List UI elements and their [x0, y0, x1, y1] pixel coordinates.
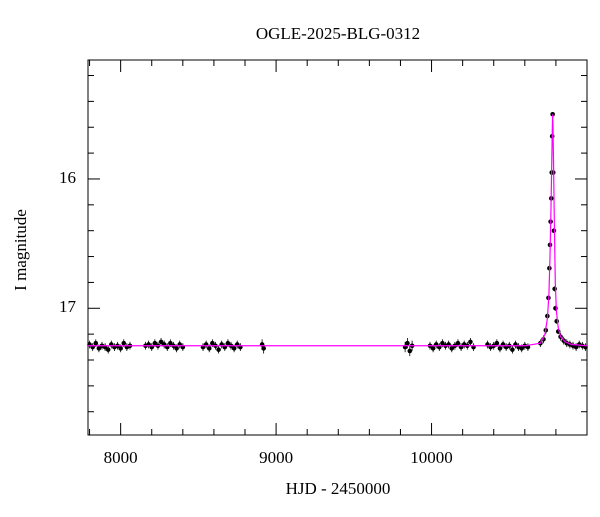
- data-point: [494, 340, 500, 346]
- y-tick-label: 17: [59, 297, 77, 316]
- data-point: [552, 286, 557, 292]
- model-curve: [88, 114, 588, 347]
- data-point: [430, 346, 436, 351]
- x-axis-label: HJD - 2450000: [286, 479, 391, 498]
- data-point: [174, 346, 179, 351]
- data-point: [121, 340, 127, 346]
- data-point: [105, 347, 111, 352]
- data-point: [261, 346, 266, 351]
- plot-frame: [87, 59, 588, 436]
- data-point: [152, 340, 158, 346]
- data-point: [407, 348, 413, 354]
- data-point: [168, 340, 173, 346]
- data-point: [468, 339, 473, 345]
- data-point: [206, 346, 212, 351]
- data-point: [216, 347, 221, 352]
- data-point: [231, 346, 237, 351]
- data-point: [497, 346, 503, 351]
- data-point: [455, 340, 461, 346]
- data-point: [210, 340, 215, 346]
- data-point: [225, 340, 231, 346]
- data-point: [573, 344, 579, 350]
- chart-title: OGLE-2025-BLG-0312: [256, 24, 420, 43]
- x-tick-label: 8000: [104, 448, 138, 467]
- x-tick-label: 9000: [259, 448, 293, 467]
- data-point: [96, 346, 102, 351]
- y-axis-label: I magnitude: [11, 209, 30, 291]
- data-point: [93, 340, 99, 346]
- data-point: [118, 346, 123, 351]
- x-tick-label: 10000: [410, 448, 453, 467]
- data-point: [158, 339, 164, 345]
- data-point: [405, 340, 410, 346]
- data-point: [510, 347, 515, 352]
- y-tick-label: 16: [59, 168, 76, 187]
- data-point: [440, 340, 445, 346]
- data-point: [449, 346, 455, 351]
- data-point: [519, 346, 525, 351]
- data-point: [553, 305, 558, 311]
